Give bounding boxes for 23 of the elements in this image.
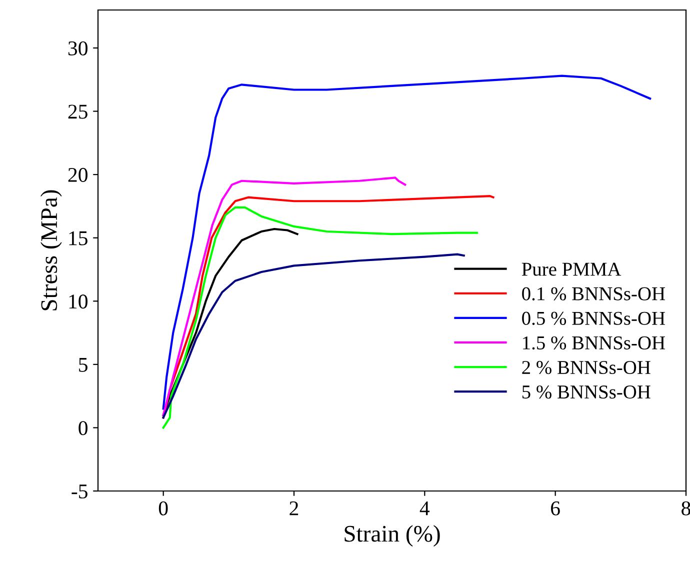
y-tick-label: 30 [68,41,88,56]
y-tick-label: 0 [78,421,88,436]
legend-label: Pure PMMA [522,262,622,276]
legend-label: 1.5 % BNNSs-OH [523,336,665,350]
line-series [162,253,465,419]
x-tick-label: 8 [682,501,690,516]
y-axis-title: Stress (MPa) [40,190,62,310]
y-tick-label: 10 [69,294,88,309]
x-axis-title: Strain (%) [344,525,440,547]
y-tick-label: 15 [69,231,88,246]
x-tick-label: 0 [158,501,168,516]
legend-label: 5 % BNNSs-OH [522,385,650,399]
x-tick-label: 2 [290,501,298,516]
legend-label: 0.5 % BNNSs-OH [522,312,665,326]
legend-label: 2 % BNNSs-OH [522,360,650,374]
legend-label: 0.1 % BNNSs-OH [522,287,665,300]
y-tick-label: 20 [68,168,88,182]
y-tick-label: 5 [79,358,88,372]
x-tick-label: 4 [420,501,430,516]
x-tick-label: 6 [551,501,560,516]
y-tick-label: -5 [72,484,88,498]
y-tick-label: 25 [68,104,88,119]
line-series [162,176,406,416]
